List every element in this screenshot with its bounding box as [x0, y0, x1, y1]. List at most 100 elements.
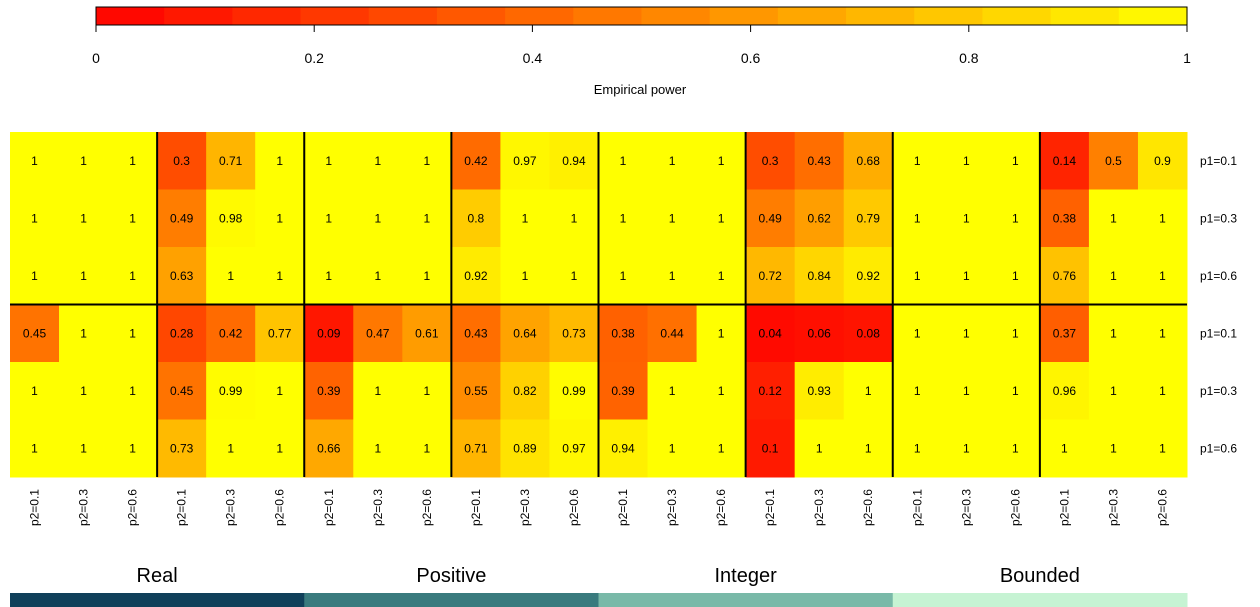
- cell-value-label: 0.84: [808, 269, 832, 283]
- cell-value-label: 0.9: [1154, 154, 1171, 168]
- column-label: p2=0.3: [665, 489, 679, 526]
- heatmap-cell: [157, 247, 207, 305]
- colorbar-swatch: [641, 7, 711, 25]
- cell-value-label: 0.45: [23, 326, 47, 340]
- cell-value-label: 0.38: [1053, 211, 1077, 225]
- cell-value-label: 1: [129, 326, 136, 340]
- colorbar-swatch: [573, 7, 643, 25]
- cell-value-label: 1: [1110, 441, 1117, 455]
- cell-value-label: 1: [31, 269, 38, 283]
- heatmap-cell: [892, 247, 943, 305]
- cell-value-label: 1: [963, 211, 970, 225]
- heatmap-cell: [1137, 362, 1188, 420]
- column-label: p2=0.6: [126, 489, 140, 526]
- heatmap-cell: [206, 189, 256, 248]
- heatmap-cell: [451, 132, 501, 190]
- cell-value-label: 0.04: [758, 326, 782, 340]
- colorbar-tick-label: 0.4: [523, 50, 543, 66]
- heatmap-cell: [892, 362, 943, 420]
- colorbar: 0 0.2 0.4 0.6 0.8 1: [92, 6, 1191, 66]
- heatmap-cell: [353, 189, 403, 248]
- heatmap-cell: [108, 362, 158, 420]
- cell-value-label: 1: [129, 269, 136, 283]
- column-label: p2=0.6: [567, 489, 581, 526]
- cell-value-label: 0.64: [513, 326, 537, 340]
- heatmap-cell: [990, 189, 1041, 248]
- heatmap-cell: [1088, 362, 1139, 420]
- column-label: p2=0.6: [273, 489, 287, 526]
- heatmap-cell: [1039, 189, 1090, 248]
- heatmap-cell: [402, 132, 452, 190]
- heatmap-cell: [304, 304, 354, 363]
- cell-value-label: 0.8: [468, 211, 485, 225]
- heatmap-cell: [941, 362, 992, 420]
- cell-value-label: 1: [718, 269, 725, 283]
- heatmap-cell: [108, 132, 158, 190]
- cell-value-label: 1: [914, 384, 921, 398]
- cell-value-label: 0.79: [857, 211, 881, 225]
- heatmap-cell: [108, 189, 158, 248]
- group-label: Positive: [416, 565, 486, 587]
- cell-value-label: 0.37: [1053, 326, 1077, 340]
- cell-value-label: 1: [865, 384, 872, 398]
- colorbar-swatch: [368, 7, 438, 25]
- heatmap-cell: [598, 362, 649, 420]
- column-label: p2=0.6: [1008, 489, 1022, 526]
- heatmap-cell: [745, 362, 796, 420]
- heatmap-cell: [157, 304, 207, 363]
- cell-value-label: 1: [31, 384, 38, 398]
- column-label: p2=0.3: [77, 489, 91, 526]
- cell-value-label: 1: [1110, 269, 1117, 283]
- cell-value-label: 1: [129, 384, 136, 398]
- heatmap-cell: [745, 189, 796, 248]
- heatmap-cell: [1088, 304, 1139, 363]
- heatmap-cell: [59, 419, 109, 478]
- cell-value-label: 0.76: [1053, 269, 1077, 283]
- cell-value-label: 1: [80, 441, 87, 455]
- column-label: p2=0.3: [812, 489, 826, 526]
- colorbar-swatch: [96, 7, 165, 25]
- cell-value-label: 1: [276, 211, 283, 225]
- heatmap-cell: [549, 132, 599, 190]
- heatmap-cell: [10, 189, 60, 248]
- cell-value-label: 1: [669, 154, 676, 168]
- cell-value-label: 1: [914, 269, 921, 283]
- row-label: p1=0.1: [1200, 326, 1237, 340]
- column-label: p2=0.1: [469, 489, 483, 526]
- cell-value-label: 0.3: [173, 154, 190, 168]
- heatmap-cell: [1137, 189, 1188, 248]
- colorbar-swatch: [777, 7, 847, 25]
- heatmap-cell: [990, 304, 1041, 363]
- heatmap-cell: [304, 419, 354, 478]
- cell-value-label: 1: [424, 154, 431, 168]
- heatmap-cell: [500, 419, 550, 478]
- heatmap-cell: [10, 304, 60, 363]
- cell-value-label: 1: [31, 211, 38, 225]
- heatmap-cell: [206, 247, 256, 305]
- column-labels: p2=0.1 p2=0.3 p2=0.6 p2=0.1 p2=0.3 p2=0.6 p2=0…: [28, 489, 1170, 526]
- cell-value-label: 1: [424, 384, 431, 398]
- heatmap-cell: [353, 419, 403, 478]
- heatmap-cell: [549, 189, 599, 248]
- heatmap-cell: [500, 132, 550, 190]
- cell-value-label: 1: [424, 211, 431, 225]
- colorbar-swatch: [300, 7, 370, 25]
- heatmap-cell: [794, 189, 845, 248]
- cell-value-label: 1: [129, 211, 136, 225]
- cell-value-label: 0.77: [268, 326, 292, 340]
- heatmap-cell: [402, 362, 452, 420]
- heatmap-cell: [941, 132, 992, 190]
- cell-value-label: 0.14: [1053, 154, 1077, 168]
- cell-value-label: 1: [276, 384, 283, 398]
- cell-value-label: 0.43: [464, 326, 488, 340]
- group-label: Integer: [714, 565, 777, 587]
- cell-value-label: 1: [963, 154, 970, 168]
- heatmap-cell: [500, 304, 550, 363]
- cell-value-label: 1: [816, 441, 823, 455]
- heatmap-cell: [598, 189, 649, 248]
- colorbar-swatch: [505, 7, 574, 25]
- column-label: p2=0.1: [1057, 489, 1071, 526]
- cell-value-label: 1: [227, 269, 234, 283]
- cell-value-label: 1: [1012, 211, 1019, 225]
- heatmap-cell: [1039, 362, 1090, 420]
